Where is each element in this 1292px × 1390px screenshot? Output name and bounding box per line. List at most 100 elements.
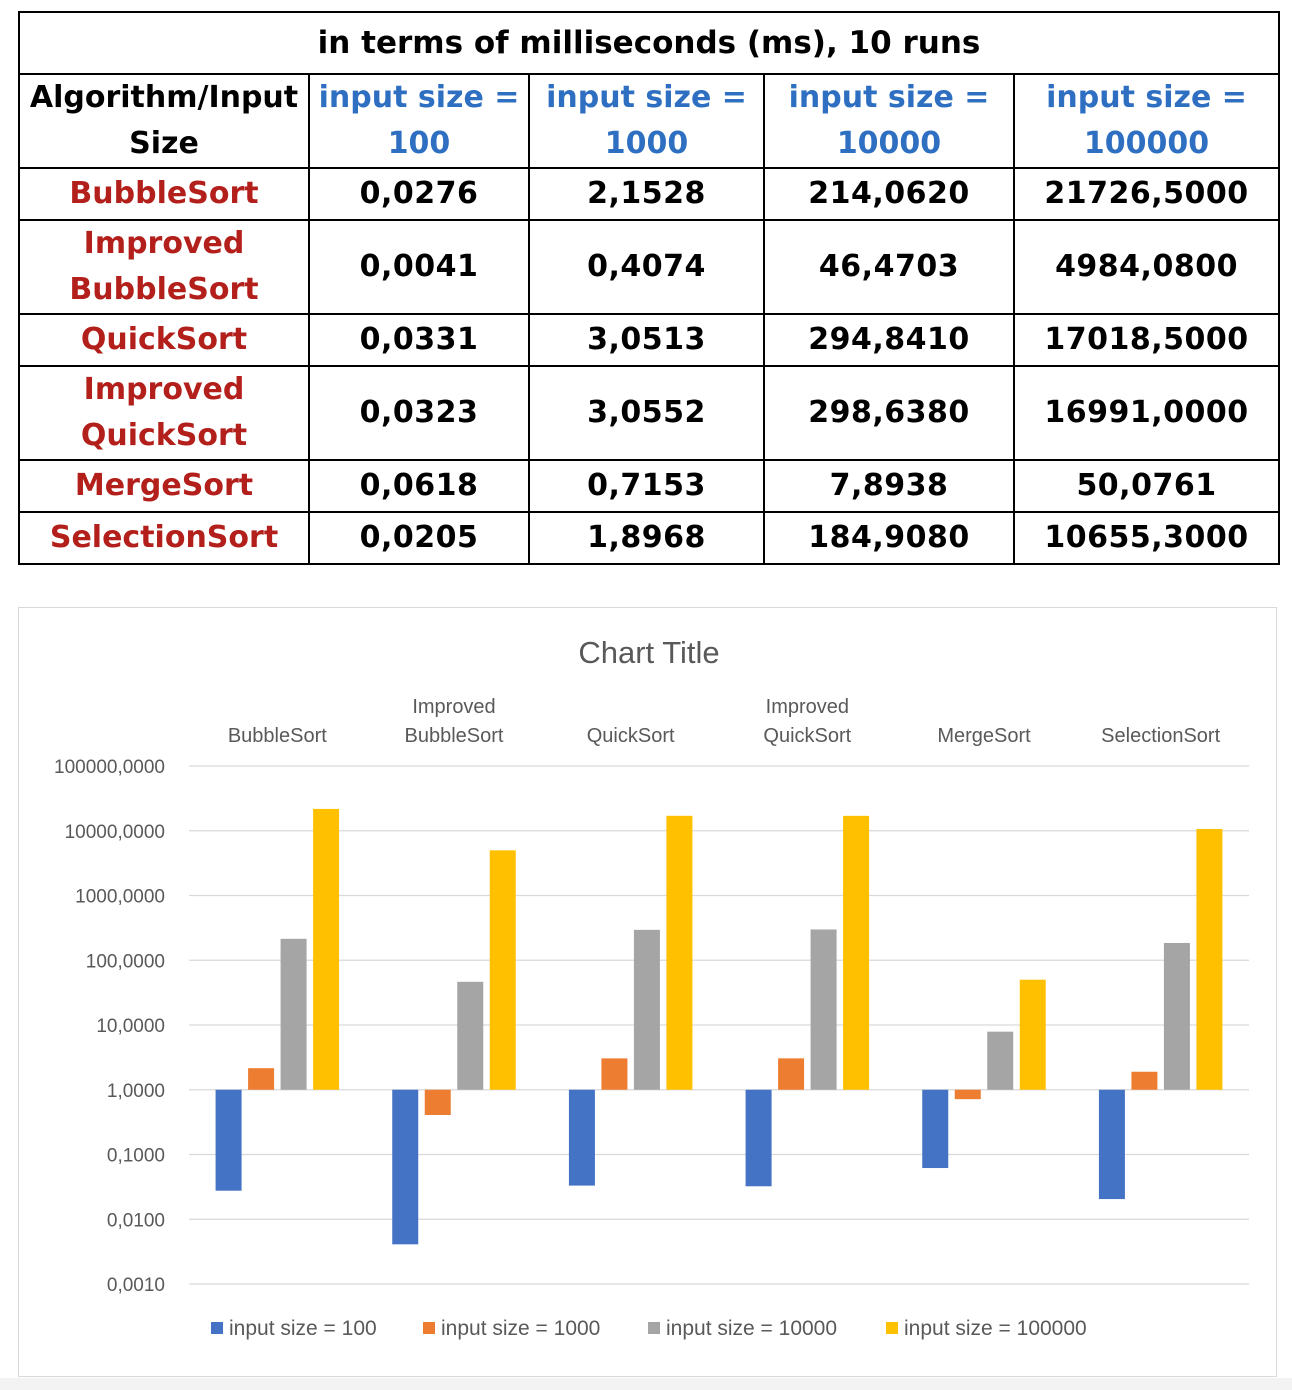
table-cell: 298,6380 — [763, 365, 1015, 461]
bar — [489, 850, 516, 1090]
bar — [810, 929, 837, 1090]
bar — [601, 1058, 628, 1090]
table-cell: 46,4703 — [763, 219, 1015, 315]
header-algorithm-line1: Algorithm/Input — [29, 80, 299, 115]
category-label: BubbleSort — [405, 725, 504, 747]
table-row: Improved BubbleSort 0,0041 0,4074 46,470… — [18, 219, 1281, 315]
category-label: QuickSort — [763, 725, 851, 747]
bar — [1019, 979, 1046, 1090]
bar — [778, 1058, 805, 1090]
y-tick-label: 10000,0000 — [65, 822, 165, 843]
algorithm-name: MergeSort — [18, 459, 310, 513]
algorithm-name-line: BubbleSort — [69, 176, 259, 211]
algorithm-name-line: Improved — [83, 226, 245, 261]
bar — [745, 1089, 772, 1187]
bar — [313, 808, 340, 1090]
table-row: QuickSort 0,0331 3,0513 294,8410 17018,5… — [18, 313, 1281, 367]
legend-label: input size = 1000 — [441, 1317, 600, 1340]
table-cell: 0,0331 — [308, 313, 530, 367]
category-label: MergeSort — [937, 725, 1031, 747]
table-row: MergeSort 0,0618 0,7153 7,8938 50,0761 — [18, 459, 1281, 513]
table-title: in terms of milliseconds (ms), 10 runs — [17, 11, 1281, 75]
table-cell: 294,8410 — [763, 313, 1015, 367]
algorithm-name-line: QuickSort — [80, 418, 248, 453]
header-size-1000: input size = 1000 — [528, 73, 765, 169]
header-size-line1: input size = — [546, 80, 747, 115]
table-row: SelectionSort 0,0205 1,8968 184,9080 106… — [18, 511, 1281, 565]
chart-area: Chart Title 100000,0000 10000,0000 1000,000… — [18, 607, 1277, 1377]
y-tick-label: 0,1000 — [107, 1146, 165, 1167]
header-size-line1: input size = — [318, 80, 520, 115]
category-label: BubbleSort — [228, 725, 327, 747]
bar — [987, 1031, 1014, 1090]
legend-label: input size = 100000 — [904, 1317, 1087, 1340]
table-cell: 16991,0000 — [1012, 365, 1281, 461]
header-size-line2: 100 — [387, 126, 451, 161]
y-tick-label: 0,0100 — [107, 1210, 165, 1231]
bar-chart: Chart Title 100000,0000 10000,0000 1000,000… — [54, 635, 1249, 1340]
algorithm-name-line: SelectionSort — [49, 520, 279, 555]
bar — [280, 938, 307, 1090]
table-cell: 0,0205 — [308, 511, 530, 565]
legend-label: input size = 100 — [229, 1317, 377, 1340]
bar — [954, 1089, 981, 1100]
y-tick-label: 10,0000 — [96, 1016, 165, 1037]
bar — [922, 1089, 949, 1169]
algorithm-name: SelectionSort — [18, 511, 310, 565]
bar — [457, 981, 484, 1090]
header-size-line2: 10000 — [836, 126, 942, 161]
y-tick-label: 100,0000 — [86, 951, 165, 972]
algorithm-name-line: Improved — [83, 372, 245, 407]
legend-swatch — [211, 1322, 223, 1334]
algorithm-name-line: BubbleSort — [69, 272, 259, 307]
bar — [1098, 1089, 1125, 1200]
y-tick-label: 0,0010 — [107, 1275, 165, 1296]
legend-swatch — [886, 1322, 898, 1334]
y-tick-label: 100000,0000 — [54, 757, 165, 778]
header-size-line1: input size = — [788, 80, 990, 115]
header-algorithm-line2: Size — [129, 126, 199, 161]
table-row: BubbleSort 0,0276 2,1528 214,0620 21726,… — [18, 167, 1281, 221]
table-cell: 184,9080 — [763, 511, 1015, 565]
algorithm-name: Improved BubbleSort — [18, 219, 310, 315]
bar — [1196, 828, 1223, 1090]
category-label: Improved — [412, 696, 495, 718]
category-label: QuickSort — [587, 725, 675, 747]
algorithm-name-line: QuickSort — [80, 322, 248, 357]
header-size-100000: input size = 100000 — [1012, 73, 1281, 169]
table-cell: 0,0041 — [308, 219, 530, 315]
table-cell: 21726,5000 — [1012, 167, 1281, 221]
bar — [633, 929, 660, 1090]
bar — [1163, 942, 1190, 1090]
legend-swatch — [423, 1322, 435, 1334]
bar — [568, 1089, 595, 1186]
bar — [392, 1089, 419, 1245]
y-tick-label: 1,0000 — [107, 1081, 165, 1102]
chart-title: Chart Title — [578, 635, 719, 670]
y-tick-label: 1000,0000 — [75, 887, 165, 908]
header-size-10000: input size = 10000 — [763, 73, 1015, 169]
algorithm-name: BubbleSort — [18, 167, 310, 221]
header-size-100: input size = 100 — [308, 73, 530, 169]
algorithm-name: Improved QuickSort — [18, 365, 310, 461]
bar — [424, 1089, 451, 1116]
bar — [1131, 1071, 1158, 1090]
bar — [248, 1068, 275, 1090]
table-cell: 10655,3000 — [1012, 511, 1281, 565]
header-size-line1: input size = — [1046, 80, 1247, 115]
bar — [215, 1089, 242, 1191]
results-table: in terms of milliseconds (ms), 10 runs A… — [17, 11, 1281, 565]
table-cell: 0,7153 — [528, 459, 765, 513]
algorithm-name: QuickSort — [18, 313, 310, 367]
header-algorithm: Algorithm/Input Size — [18, 73, 310, 169]
legend-label: input size = 10000 — [666, 1317, 837, 1340]
algorithm-name-line: MergeSort — [74, 468, 254, 503]
bar — [666, 815, 693, 1090]
table-cell: 3,0513 — [528, 313, 765, 367]
header-size-line2: 100000 — [1083, 126, 1210, 161]
table-cell: 3,0552 — [528, 365, 765, 461]
header-size-line2: 1000 — [604, 126, 689, 161]
table-row: Improved QuickSort 0,0323 3,0552 298,638… — [18, 365, 1281, 461]
table-cell: 17018,5000 — [1012, 313, 1281, 367]
table-cell: 0,4074 — [528, 219, 765, 315]
